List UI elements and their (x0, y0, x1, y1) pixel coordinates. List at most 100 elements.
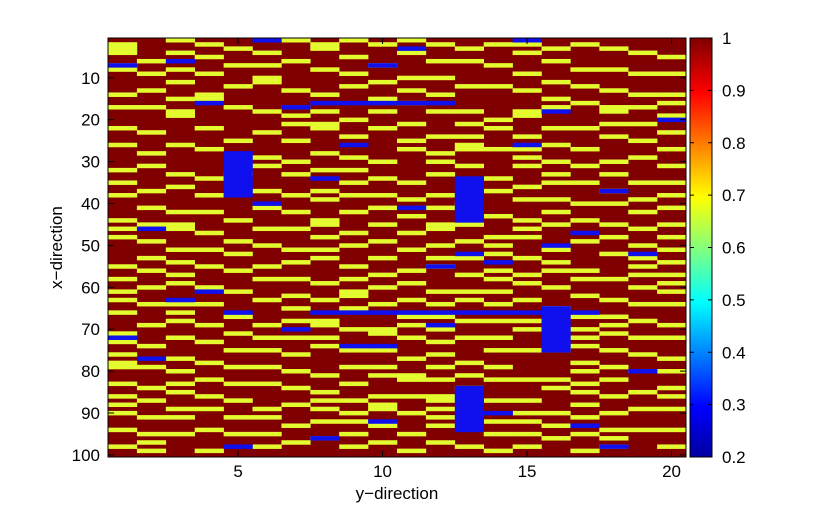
heatmap-cell-yellow (165, 96, 195, 102)
heatmap-cell-yellow (657, 180, 687, 185)
heatmap-cell-yellow (512, 444, 542, 449)
heatmap-cell-yellow (194, 71, 224, 77)
heatmap-cell-yellow (657, 322, 687, 328)
heatmap-cell-yellow (339, 293, 369, 299)
heatmap-cell-yellow (425, 423, 456, 428)
heatmap-cell-yellow (454, 297, 484, 303)
heatmap-cell-yellow (512, 71, 542, 77)
heatmap-cell-yellow (541, 180, 571, 185)
heatmap-cell-yellow (310, 234, 340, 240)
heatmap-cell-yellow (657, 301, 687, 307)
heatmap-cell-yellow (425, 339, 456, 345)
heatmap-cell-yellow (512, 197, 542, 202)
heatmap-cell-yellow (194, 406, 224, 412)
heatmap-cell-yellow (310, 42, 340, 47)
heatmap-cell-yellow (339, 180, 369, 185)
heatmap-cell-yellow (397, 121, 427, 127)
heatmap-cell-yellow (599, 331, 629, 336)
heatmap-cell-yellow (136, 239, 167, 244)
heatmap-cell-yellow (223, 251, 253, 257)
heatmap-cell-yellow (599, 377, 629, 382)
heatmap-cell-yellow (108, 381, 138, 387)
heatmap-cell-yellow (194, 285, 224, 290)
heatmap-cell-yellow (136, 188, 167, 194)
heatmap-cell-blue (599, 444, 629, 449)
heatmap-cell-yellow (165, 226, 195, 232)
heatmap-cell-yellow (310, 167, 340, 173)
heatmap-cell-yellow (165, 356, 195, 361)
heatmap-cell-yellow (541, 209, 571, 215)
heatmap-cell-yellow (368, 394, 398, 399)
heatmap-cell-yellow (628, 180, 658, 185)
heatmap-cell-yellow (108, 105, 138, 110)
heatmap-cell-yellow (165, 142, 195, 148)
heatmap-cell-yellow (165, 79, 195, 85)
heatmap-cell-yellow (281, 260, 311, 265)
heatmap-cell-yellow (657, 394, 687, 399)
heatmap-cell-yellow (397, 314, 427, 320)
heatmap-cell-blue (194, 289, 224, 294)
heatmap-cell-yellow (397, 377, 427, 382)
heatmap-cell-yellow (512, 234, 542, 240)
heatmap-cell-yellow (512, 146, 542, 152)
heatmap-cell-yellow (628, 264, 658, 269)
plot-frame (107, 37, 687, 458)
heatmap-cell-yellow (425, 151, 456, 156)
heatmap-cell-yellow (136, 364, 167, 370)
heatmap-cell-yellow (657, 272, 687, 278)
x-axis-ticks: 5 10 15 20 (233, 38, 681, 481)
heatmap-cell-yellow (454, 335, 484, 340)
heatmap-cell-yellow (599, 297, 629, 303)
heatmap-cell-yellow (339, 348, 369, 353)
heatmap-cell-yellow (194, 301, 224, 307)
heatmap-cell-blue (310, 436, 340, 441)
heatmap-cell-yellow (108, 46, 138, 51)
heatmap-cell-yellow (223, 431, 253, 437)
heatmap-cell-yellow (108, 364, 138, 370)
heatmap-cell-yellow (657, 385, 687, 391)
heatmap-cell-yellow (541, 58, 571, 64)
heatmap-cell-yellow (281, 172, 311, 177)
heatmap-cell-yellow (281, 276, 311, 282)
heatmap-cell-yellow (657, 281, 687, 286)
heatmap-cell-yellow (512, 281, 542, 286)
heatmap-cell-yellow (512, 410, 542, 416)
heatmap-cell-yellow (281, 247, 311, 252)
heatmap-cell-blue (310, 100, 456, 106)
heatmap-cell-yellow (483, 188, 513, 194)
heatmap-cell-yellow (483, 125, 513, 131)
heatmap-cell-yellow (483, 335, 513, 340)
heatmap-cell-yellow (512, 218, 542, 223)
heatmap-cell-yellow (281, 58, 311, 64)
y-tick-label: 30 (81, 153, 100, 172)
heatmap-cell-yellow (570, 335, 600, 340)
heatmap-cell-yellow (628, 301, 658, 307)
heatmap-cell-yellow (339, 289, 369, 294)
heatmap-cell-blue (339, 343, 369, 349)
heatmap-cell-yellow (281, 318, 311, 324)
heatmap-cell-blue (108, 335, 138, 340)
heatmap-cell-blue (570, 423, 600, 428)
heatmap-cell-yellow (425, 301, 456, 307)
heatmap-cell-yellow (252, 188, 282, 194)
heatmap-cell-yellow (339, 209, 369, 215)
heatmap-cell-blue (541, 243, 571, 248)
heatmap-cell-blue (512, 142, 542, 148)
heatmap-cell-yellow (310, 335, 340, 340)
heatmap-cell-yellow (397, 394, 427, 399)
colorbar-tick-label: 0.4 (722, 343, 746, 362)
heatmap-cell-yellow (165, 172, 195, 177)
y-tick-label: 10 (81, 69, 100, 88)
heatmap-cell-blue (136, 356, 167, 361)
heatmap-cell-blue (483, 260, 513, 265)
heatmap-cell-yellow (339, 54, 369, 60)
heatmap-cell-yellow (570, 327, 600, 332)
colorbar-tick-label: 0.7 (722, 186, 746, 205)
heatmap-cell-yellow (628, 71, 658, 77)
heatmap-cell-yellow (108, 226, 138, 232)
heatmap-cell-yellow (108, 180, 138, 185)
heatmap-cell-yellow (108, 352, 138, 357)
heatmap-cell-yellow (136, 448, 167, 454)
heatmap-cell-yellow (281, 226, 311, 232)
